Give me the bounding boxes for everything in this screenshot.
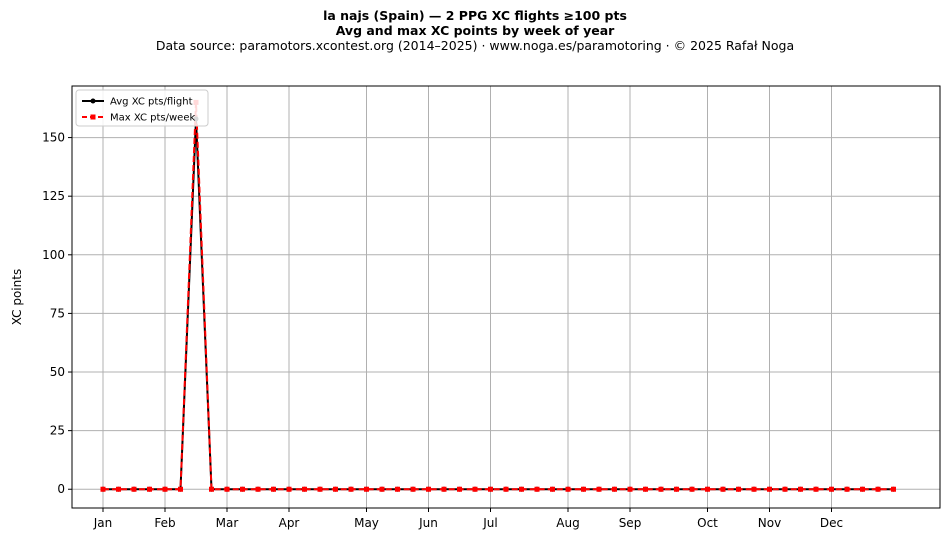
y-tick-label: 25 xyxy=(50,424,65,438)
x-tick-label: Jun xyxy=(418,516,438,530)
data-source-note: Data source: paramotors.xcontest.org (20… xyxy=(155,38,795,53)
max-point xyxy=(891,486,896,492)
max-point xyxy=(147,486,152,492)
max-point xyxy=(240,486,245,492)
max-point xyxy=(178,486,183,492)
max-series-line xyxy=(103,101,894,491)
y-tick-label: 0 xyxy=(57,482,65,496)
max-point xyxy=(317,486,323,492)
max-point xyxy=(581,486,586,492)
legend-box xyxy=(75,89,209,127)
max-point xyxy=(100,486,106,492)
y-tick-label: 100 xyxy=(42,248,65,262)
legend-label: Avg XC pts/flight xyxy=(110,97,193,108)
max-point xyxy=(844,486,850,492)
max-point xyxy=(674,486,679,492)
max-point xyxy=(860,486,865,492)
max-point xyxy=(596,486,602,492)
max-point xyxy=(875,486,881,492)
max-point xyxy=(612,486,617,492)
max-point xyxy=(829,486,834,492)
y-tick-label: 50 xyxy=(50,365,65,379)
legend-marker xyxy=(90,114,96,120)
max-point xyxy=(736,486,741,492)
chart-subtitle: Avg and max XC points by week of year xyxy=(335,23,615,38)
max-point xyxy=(271,486,276,492)
y-axis-label: XC points xyxy=(10,269,24,325)
legend-label: Max XC pts/week xyxy=(110,113,195,124)
max-point xyxy=(767,486,772,492)
x-tick-label: Aug xyxy=(556,516,579,530)
max-point xyxy=(162,486,168,492)
max-point xyxy=(534,486,540,492)
max-point xyxy=(209,486,214,492)
y-tick-label: 125 xyxy=(42,189,65,203)
max-point xyxy=(751,486,757,492)
max-point xyxy=(565,486,571,492)
max-point xyxy=(627,486,633,492)
x-tick-label: Jul xyxy=(482,516,497,530)
x-tick-label: Dec xyxy=(820,516,843,530)
x-tick-label: Apr xyxy=(279,516,300,530)
max-point xyxy=(472,486,478,492)
max-point xyxy=(255,486,261,492)
y-tick-label: 150 xyxy=(42,131,65,145)
max-point xyxy=(813,486,819,492)
max-point xyxy=(333,486,338,492)
max-point xyxy=(643,486,648,492)
x-tick-label: Jan xyxy=(93,516,113,530)
max-point xyxy=(705,486,710,492)
chart-titles: la najs (Spain) — 2 PPG XC flights ≥100 … xyxy=(0,8,950,54)
max-point xyxy=(488,486,493,492)
x-tick-label: Sep xyxy=(619,516,642,530)
max-point xyxy=(519,486,524,492)
x-tick-label: Nov xyxy=(758,516,781,530)
max-point xyxy=(224,486,230,492)
x-tick-label: Mar xyxy=(216,516,239,530)
legend-marker xyxy=(90,98,96,104)
y-tick-label: 75 xyxy=(50,306,65,320)
max-point xyxy=(116,486,121,492)
max-point xyxy=(550,486,555,492)
max-point xyxy=(689,486,695,492)
max-point xyxy=(503,486,509,492)
max-point xyxy=(426,486,431,492)
max-point xyxy=(395,486,400,492)
max-point xyxy=(131,486,137,492)
x-tick-label: Feb xyxy=(154,516,175,530)
max-point xyxy=(457,486,462,492)
x-tick-label: May xyxy=(354,516,379,530)
max-point xyxy=(658,486,664,492)
chart-title: la najs (Spain) — 2 PPG XC flights ≥100 … xyxy=(323,8,627,23)
x-tick-label: Oct xyxy=(697,516,718,530)
max-point xyxy=(720,486,726,492)
max-point xyxy=(348,486,354,492)
max-point xyxy=(286,486,292,492)
max-point xyxy=(441,486,447,492)
max-point xyxy=(798,486,803,492)
max-point xyxy=(410,486,416,492)
max-point xyxy=(364,486,369,492)
plot-frame xyxy=(71,85,941,509)
max-point xyxy=(379,486,385,492)
avg-series-line xyxy=(103,117,894,491)
max-point xyxy=(302,486,307,492)
max-point xyxy=(782,486,788,492)
